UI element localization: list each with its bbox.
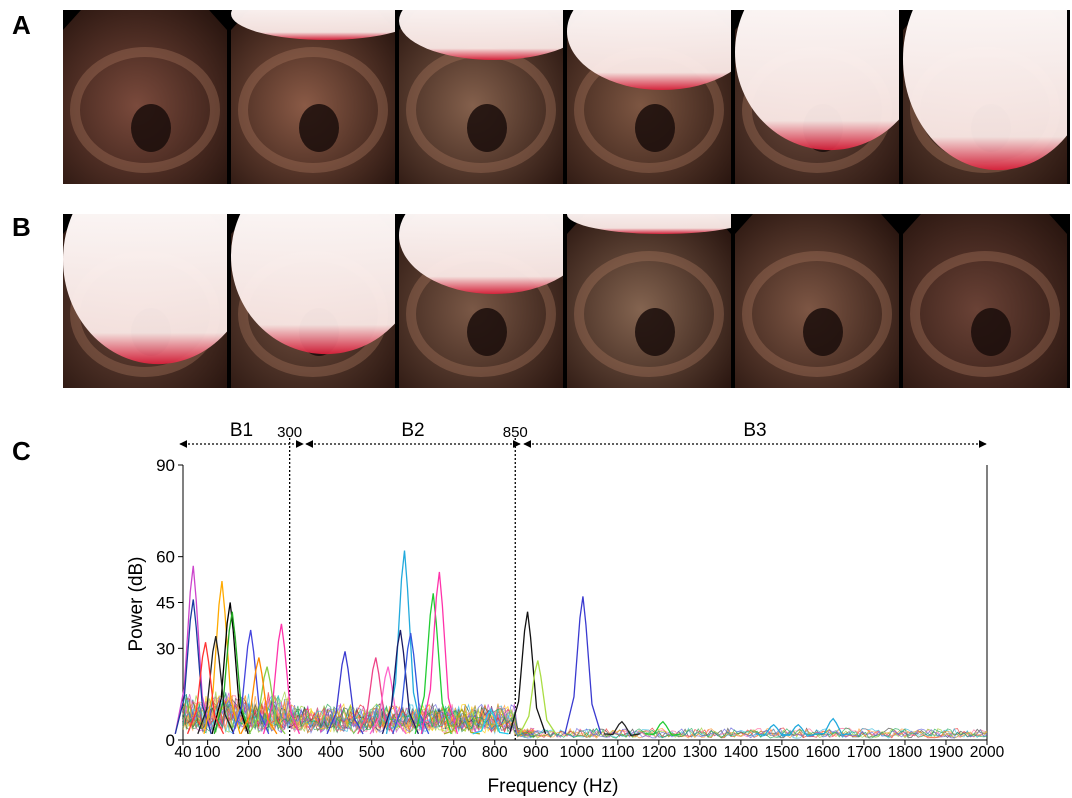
endoscopy-frame-b-5 — [735, 214, 899, 388]
spectrum-peak-line — [385, 550, 424, 735]
endoscopy-frame-a-1 — [63, 10, 227, 184]
x-tick-label: 40 — [174, 744, 192, 761]
panel-label-c: C — [12, 436, 31, 466]
spectrum-peak-line — [780, 723, 817, 737]
spectrum-peak-line — [603, 720, 641, 737]
panel-label-a: A — [12, 10, 31, 40]
spectrum-noise-curve — [182, 692, 535, 738]
spectrum-peak-line — [240, 657, 278, 735]
spectrum-peak-line — [203, 581, 241, 735]
x-tick-label: 1800 — [888, 744, 923, 761]
band-label: B3 — [743, 420, 766, 441]
x-tick-label: 100 — [195, 744, 221, 761]
x-tick-label: 1100 — [601, 744, 635, 761]
x-tick-label: 900 — [523, 744, 549, 761]
endoscopy-frame-b-2 — [231, 214, 395, 388]
spectrum-peak-line — [357, 657, 395, 735]
x-axis-label: Frequency (Hz) — [488, 776, 619, 797]
spectrum-noise-curve — [182, 695, 988, 739]
endoscopy-frame-b-1 — [63, 214, 227, 388]
endoscopy-strip-b — [63, 214, 1070, 388]
endoscopy-frame-a-3 — [399, 10, 563, 184]
x-tick-label: 200 — [236, 744, 262, 761]
y-tick-label: 0 — [166, 731, 175, 750]
spectrum-peak-line — [197, 635, 235, 735]
x-tick-label: 600 — [400, 744, 426, 761]
spectrum-noise-curve — [182, 699, 988, 739]
x-tick-label: 1200 — [642, 744, 677, 761]
x-tick-label: 800 — [482, 744, 508, 761]
y-tick-label: 30 — [156, 639, 175, 658]
spectrum-peak-line — [755, 723, 792, 737]
band-label: B2 — [401, 420, 424, 441]
endoscopy-frame-b-6 — [903, 214, 1067, 388]
x-tick-label: 700 — [441, 744, 467, 761]
spectrum-peak-line — [248, 666, 286, 735]
x-tick-label: 1700 — [847, 744, 882, 761]
endoscopy-frame-a-4 — [567, 10, 731, 184]
band-boundary-label: 850 — [503, 424, 528, 441]
x-tick-label: 500 — [359, 744, 385, 761]
x-tick-label: 400 — [318, 744, 344, 761]
spectrum-peak-line — [186, 642, 225, 735]
y-tick-label: 45 — [156, 594, 175, 613]
x-tick-label: 1300 — [683, 744, 718, 761]
spectrum-peak-line — [414, 593, 452, 735]
y-axis-label: Power (dB) — [126, 556, 147, 651]
endoscopy-strip-a — [63, 10, 1070, 184]
endoscopy-frame-b-3 — [399, 214, 563, 388]
spectrum-peak-line — [564, 596, 602, 735]
spectrum-peak-line — [508, 611, 547, 735]
endoscopy-frame-b-4 — [567, 214, 731, 388]
spectrum-peak-line — [443, 708, 481, 735]
x-tick-label: 1900 — [929, 744, 964, 761]
spectrum-peak-line — [472, 708, 509, 735]
spectrum-peak-line — [232, 629, 270, 735]
x-tick-label: 1000 — [560, 744, 595, 761]
y-tick-label: 90 — [156, 456, 175, 475]
x-tick-label: 300 — [277, 744, 303, 761]
spectrum-peak-line — [211, 602, 249, 735]
endoscopy-frame-a-5 — [735, 10, 899, 184]
spectrum-peak-line — [381, 629, 420, 735]
x-tick-label: 1600 — [806, 744, 841, 761]
endoscopy-frame-a-2 — [231, 10, 395, 184]
x-tick-label: 1500 — [765, 744, 800, 761]
spectrum-peak-line — [519, 660, 557, 735]
endoscopy-frame-a-6 — [903, 10, 1067, 184]
band-label: B1 — [230, 420, 253, 441]
spectrum-noise-curve — [182, 694, 988, 739]
spectrum-peak-line — [262, 623, 301, 735]
band-boundary-label: 300 — [277, 424, 302, 441]
spectrum-peak-line — [174, 599, 212, 735]
spectrum-noise-curve — [182, 694, 988, 739]
spectrum-peak-line — [644, 720, 682, 737]
spectrum-peak-line — [326, 651, 364, 735]
y-tick-label: 60 — [156, 548, 175, 567]
x-tick-label: 2000 — [970, 744, 1005, 761]
spectrum-peak-line — [420, 571, 459, 735]
spectrum-peak-line — [174, 565, 212, 735]
spectrum-peak-line — [815, 717, 852, 736]
panel-label-b: B — [12, 212, 31, 242]
spectrum-noise-curve — [182, 694, 988, 739]
x-tick-label: 1400 — [724, 744, 759, 761]
